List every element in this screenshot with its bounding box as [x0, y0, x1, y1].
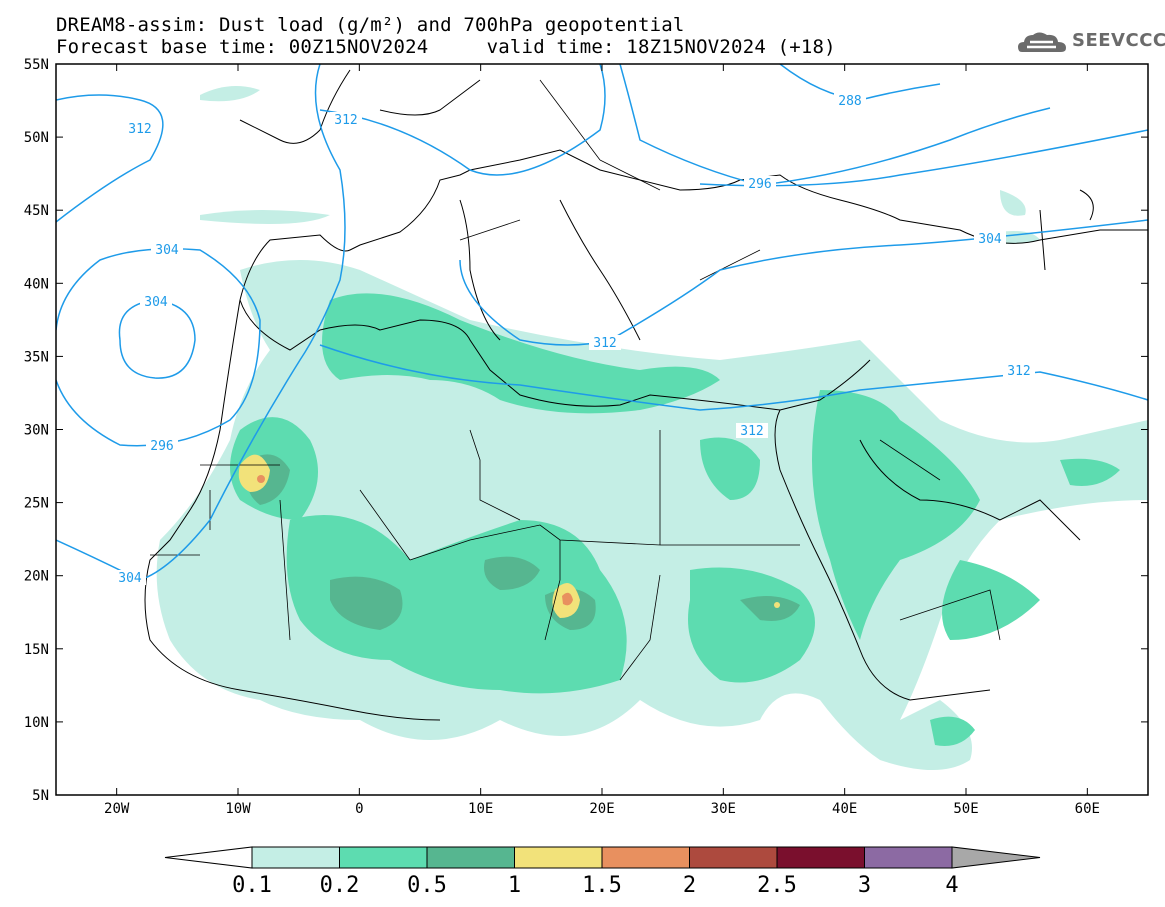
- geopotential-contours: [56, 64, 1148, 581]
- contour-label: 312: [128, 122, 151, 137]
- lon-tick-label: 0: [355, 801, 363, 817]
- dust-colorbar: 0.1 0.2 0.5 1 1.5 2 2.5 3 4: [164, 846, 1041, 898]
- contour-label: 304: [144, 295, 168, 310]
- contour-label-bg: [736, 423, 768, 438]
- dust-level-0.1: [156, 86, 1148, 770]
- coastlines: [144, 69, 1148, 721]
- lon-tick-label: 20E: [589, 801, 614, 817]
- dust-load-field: [156, 86, 1148, 770]
- dust-level-1.5: [257, 475, 573, 606]
- colorbar-swatch: [514, 846, 603, 869]
- lon-tick-label: 10E: [468, 801, 493, 817]
- contour-label-bg: [1003, 363, 1035, 378]
- lon-tick-label: 50E: [953, 801, 978, 817]
- contour-label-bg: [589, 335, 621, 350]
- lat-tick-label: 10N: [24, 715, 49, 731]
- contour-label-bg: [151, 242, 183, 257]
- contour-label-bg: [974, 231, 1006, 246]
- contour-label-bg: [330, 112, 362, 127]
- dust-level-0.2: [230, 293, 1120, 746]
- contour-label-bg: [146, 438, 178, 453]
- contour-label: 304: [118, 571, 142, 586]
- logo-text: SEEVCCC: [1072, 30, 1165, 51]
- colorbar-swatch: [339, 846, 428, 869]
- lon-tick-label: 10W: [225, 801, 251, 817]
- lon-tick-label: 40E: [832, 801, 857, 817]
- colorbar-swatch: [776, 846, 865, 869]
- contour-label-bg: [114, 570, 146, 585]
- colorbar-label: 1: [508, 873, 521, 898]
- contour-label-bg: [744, 176, 776, 191]
- colorbar-overflow-arrow: [951, 846, 1041, 869]
- contour-labels: 312 312 288 296 304 304 296 304 312 312 304 312: [114, 93, 1035, 586]
- contour-label-bg: [834, 93, 866, 108]
- contour-label-bg: [140, 294, 172, 309]
- lon-tick-label: 60E: [1075, 801, 1100, 817]
- lat-tick-label: 45N: [24, 203, 49, 219]
- lat-tick-label: 5N: [32, 788, 49, 804]
- colorbar-label: 3: [858, 873, 871, 898]
- colorbar-label: 2.5: [757, 873, 797, 898]
- colorbar-swatch: [601, 846, 690, 869]
- contour-label: 304: [978, 232, 1002, 247]
- axis-ticks: 20W 10W 0 10E 20E 30E 40E 50E 60E 55N 50N 45N 40N 35N…: [24, 57, 1148, 817]
- contour-label: 312: [593, 336, 616, 351]
- colorbar-swatch: [689, 846, 778, 869]
- colorbar-label: 2: [683, 873, 696, 898]
- forecast-time-line: Forecast base time: 00Z15NOV2024 valid t…: [56, 36, 836, 58]
- contour-label-bg: [124, 121, 156, 136]
- contour-label: 304: [155, 243, 179, 258]
- contour-label: 296: [150, 439, 173, 454]
- lat-tick-label: 30N: [24, 423, 49, 439]
- lat-tick-label: 40N: [24, 276, 49, 292]
- colorbar-label: 0.1: [232, 873, 272, 898]
- country-borders: [150, 79, 1001, 681]
- colorbar-underflow-arrow: [164, 846, 253, 869]
- colorbar-label: 0.5: [407, 873, 447, 898]
- lon-tick-label: 20W: [104, 801, 130, 817]
- lat-tick-label: 50N: [24, 130, 49, 146]
- lat-tick-label: 25N: [24, 496, 49, 512]
- colorbar-swatch: [426, 846, 515, 869]
- contour-label: 312: [334, 113, 357, 128]
- colorbar-swatch: [251, 846, 340, 869]
- lat-tick-label: 55N: [24, 57, 49, 73]
- lat-tick-label: 15N: [24, 642, 49, 658]
- lat-tick-label: 20N: [24, 569, 49, 585]
- map-title: DREAM8-assim: Dust load (g/m²) and 700hP…: [56, 14, 685, 36]
- colorbar-swatch: [864, 846, 953, 869]
- colorbar-label: 1.5: [582, 873, 622, 898]
- colorbar-label: 4: [945, 873, 958, 898]
- contour-label: 312: [740, 424, 763, 439]
- contour-label: 288: [838, 94, 861, 109]
- contour-label: 312: [1007, 364, 1030, 379]
- contour-label: 296: [748, 177, 771, 192]
- seevccc-cloud-logo-icon: [1018, 32, 1066, 52]
- colorbar-label: 0.2: [320, 873, 360, 898]
- lat-tick-label: 35N: [24, 349, 49, 365]
- lon-tick-label: 30E: [711, 801, 736, 817]
